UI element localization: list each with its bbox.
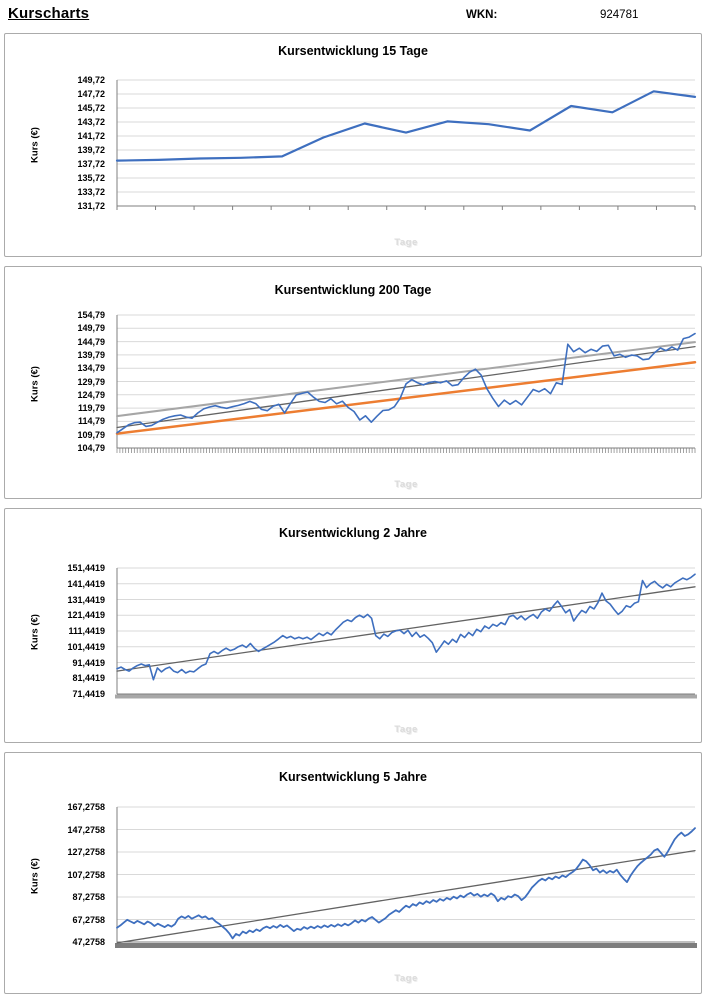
y-axis-tick-label: 47,2758 [72, 937, 105, 947]
y-axis-tick-label: 124,79 [77, 389, 105, 400]
price-line [116, 332, 696, 434]
y-axis-tick-label: 131,4419 [67, 594, 105, 605]
x-axis-label: Tage [394, 724, 418, 735]
y-axis-tick-label: 121,4419 [67, 610, 105, 621]
y-axis-tick-label: 114,79 [77, 416, 105, 427]
y-axis-tick-label: 139,72 [77, 145, 105, 155]
chart-section-15-tage: Kursentwicklung 15 Tage Kurs (€) 149,72 1… [4, 33, 702, 257]
x-axis-label: Tage [394, 479, 418, 490]
chart-canvas [115, 314, 697, 453]
trendline-line [116, 849, 696, 944]
y-axis-tick-label: 139,79 [77, 349, 105, 360]
page-header: Kurscharts WKN: 924781 [0, 0, 706, 33]
page-title: Kurscharts [8, 5, 90, 22]
y-axis-tick-label: 87,2758 [72, 892, 105, 902]
y-axis-tick-label: 137,72 [77, 159, 105, 169]
chart-canvas [115, 79, 697, 210]
y-axis-tick-label: 143,72 [77, 117, 105, 127]
x-axis-label: Tage [394, 973, 418, 984]
plot-area [115, 79, 697, 216]
y-axis-tick-label: 67,2758 [72, 914, 105, 925]
y-axis-tick-label: 109,79 [77, 429, 105, 440]
y-axis-tick-label: 145,72 [77, 103, 105, 113]
y-axis-tick-label: 131,72 [77, 201, 105, 211]
y-axis-tick-label: 71,4419 [72, 689, 105, 699]
y-axis-tick-label: 101,4419 [67, 641, 105, 652]
y-axis-tick-label: 127,2758 [67, 847, 105, 857]
y-axis-tick-label: 104,79 [77, 443, 105, 453]
plot-area [115, 806, 697, 952]
y-axis-tick-label: 135,72 [77, 173, 105, 183]
trendline-orange-line [115, 361, 697, 435]
chart-title: Kursentwicklung 200 Tage [274, 283, 432, 297]
chart-title: Kursentwicklung 2 Jahre [279, 526, 427, 540]
y-axis-tick-label: 111,4419 [68, 626, 105, 636]
y-axis-tick-label: 141,4419 [67, 578, 105, 589]
chart-section-5-jahre: Kursentwicklung 5 Jahre Kurs (€) 167,275… [4, 752, 702, 994]
y-axis-tick-label: 133,72 [77, 187, 105, 197]
chart-canvas [115, 806, 697, 948]
price-line [115, 90, 697, 162]
chart-section-2-jahre: Kursentwicklung 2 Jahre Kurs (€) 151,441… [4, 508, 702, 743]
x-axis-label: Tage [394, 237, 418, 248]
y-axis-tick-label: 167,2758 [67, 802, 105, 812]
y-axis-tick-label: 151,4419 [67, 563, 105, 573]
wkn-label: WKN: [466, 9, 498, 21]
chart-canvas [115, 567, 697, 699]
wkn-value: 924781 [600, 9, 639, 21]
price-line [116, 827, 696, 940]
y-axis-tick-label: 129,79 [77, 376, 105, 387]
y-axis-tick-label: 107,2758 [67, 869, 105, 880]
y-axis-tick-label: 154,79 [77, 310, 105, 320]
chart-title: Kursentwicklung 5 Jahre [279, 770, 427, 784]
y-axis-tick-label: 147,72 [77, 89, 105, 99]
trendline-dark-gray-line [116, 345, 696, 429]
y-axis-tick-label: 149,72 [77, 75, 105, 85]
y-axis-tick-label: 144,79 [77, 336, 105, 347]
x-tick-band [115, 943, 697, 948]
x-tick-band [115, 694, 697, 699]
y-axis-tick-label: 119,79 [77, 403, 105, 414]
plot-area [115, 314, 697, 458]
trendline-light-gray-line [116, 341, 696, 418]
y-axis-tick-label: 141,72 [77, 131, 105, 141]
price-line [116, 573, 696, 681]
chart-section-200-tage: Kursentwicklung 200 Tage Kurs (€) 154,79… [4, 266, 702, 499]
y-axis-tick-label: 134,79 [77, 363, 105, 374]
charts-container: Kursentwicklung 15 Tage Kurs (€) 149,72 1… [4, 33, 702, 994]
y-axis-tick-label: 149,79 [77, 323, 105, 334]
chart-title: Kursentwicklung 15 Tage [278, 44, 428, 58]
plot-area [115, 567, 697, 704]
y-axis-tick-label: 91,4419 [72, 657, 105, 668]
y-axis-tick-label: 147,2758 [67, 824, 105, 835]
y-axis-tick-label: 81,4419 [72, 673, 105, 684]
